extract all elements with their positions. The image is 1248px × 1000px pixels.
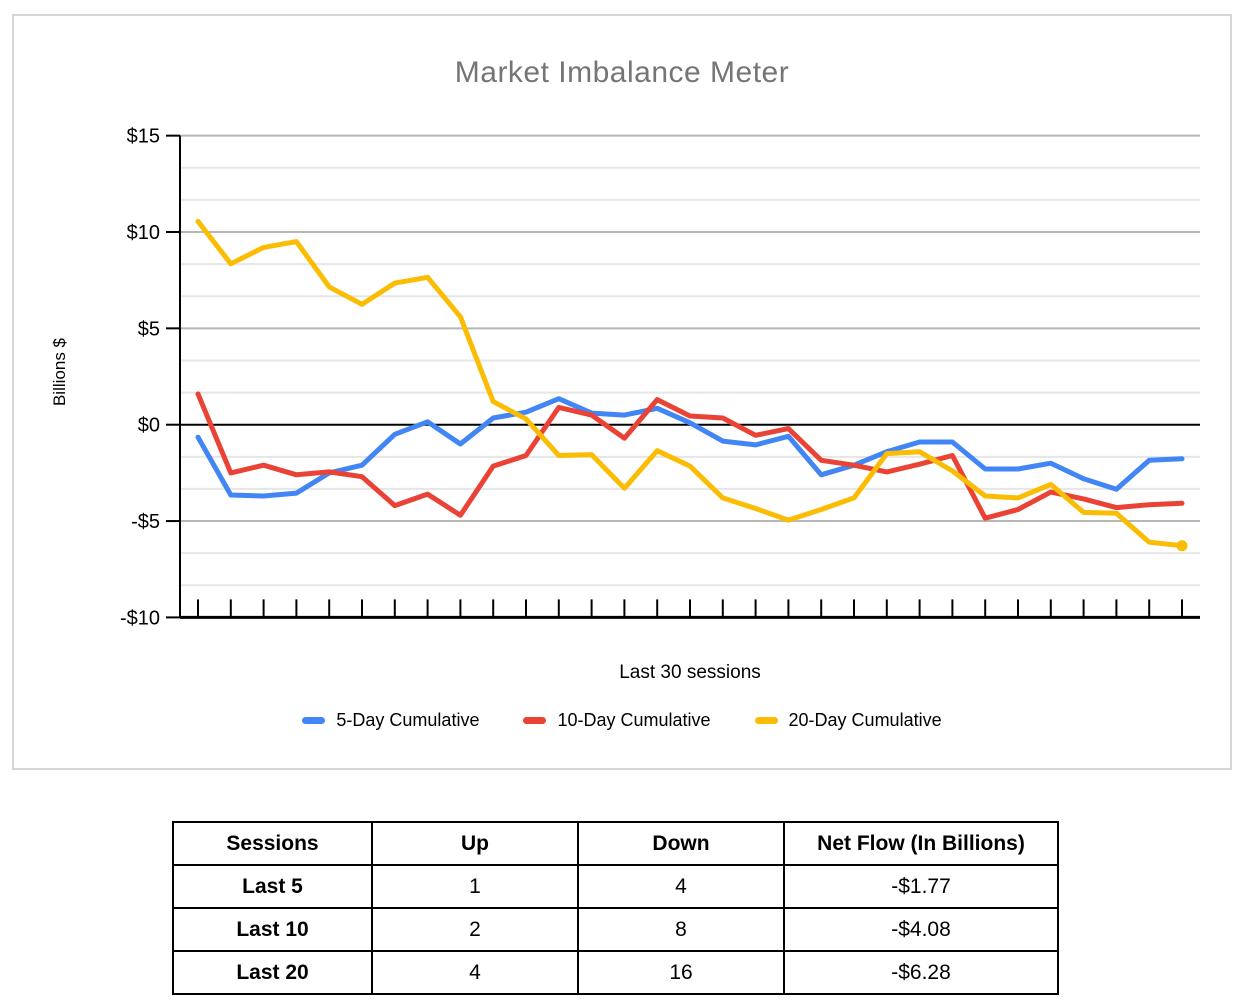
table-cell: -$4.08 — [783, 907, 1059, 952]
table-cell: 16 — [577, 950, 785, 995]
y-tick-label: -$5 — [131, 511, 160, 533]
y-tick-label: $0 — [138, 415, 160, 437]
table-cell: 4 — [371, 950, 579, 995]
legend-label: 5-Day Cumulative — [336, 710, 480, 730]
y-tick-label: $10 — [127, 222, 160, 244]
line-chart-plot-area: $15 $10 $5 $0 -$5 -$10 — [120, 126, 1200, 629]
chart-title: Market Imbalance Meter — [454, 56, 790, 89]
table-cell: 2 — [371, 907, 579, 952]
legend-item: 5-Day Cumulative — [302, 710, 479, 731]
table-cell: 1 — [371, 864, 579, 909]
table-cell: 8 — [577, 907, 785, 952]
table-header-cell: Sessions — [172, 821, 373, 866]
table-cell: -$1.77 — [783, 864, 1059, 909]
table-cell: 4 — [577, 864, 785, 909]
legend-swatch-icon — [523, 717, 547, 724]
y-axis-title: Billions $ — [50, 337, 69, 407]
legend-swatch-icon — [754, 717, 778, 724]
chart-card: Market Imbalance Meter $15 $10 $5 $0 -$5 -$10… — [12, 14, 1232, 770]
table-row: Last 5 1 4 -$1.77 — [172, 864, 1059, 909]
legend-label: 10-Day Cumulative — [557, 710, 711, 730]
table-row-label: Last 5 — [172, 864, 373, 909]
summary-table-body: Last 5 1 4 -$1.77 Last 10 2 8 -$4.08 Last 20 4 16-… — [172, 864, 1059, 995]
series-end-marker — [1176, 540, 1188, 552]
table-header-cell: Up — [371, 821, 579, 866]
summary-table: Sessions Up Down Net Flow (In Billions) Las… — [172, 821, 1059, 995]
x-axis-title: Last 30 sessions — [619, 662, 761, 683]
y-tick-label: $15 — [127, 126, 160, 148]
legend-label: 20-Day Cumulative — [788, 710, 942, 730]
table-cell: -$6.28 — [783, 950, 1059, 995]
y-tick-label: -$10 — [120, 607, 160, 629]
table-header-row: Sessions Up Down Net Flow (In Billions) — [172, 821, 1059, 866]
table-row-label: Last 20 — [172, 950, 373, 995]
legend-swatch-icon — [302, 717, 326, 724]
table-header-cell: Down — [577, 821, 785, 866]
series-line-5-day-cumulative — [195, 396, 1185, 499]
chart-legend: 5-Day Cumulative 10-Day Cumulative 20-Day … — [14, 710, 1230, 731]
y-tick-label: $5 — [138, 318, 160, 340]
series-line-10-day-cumulative — [195, 391, 1185, 521]
table-header-cell: Net Flow (In Billions) — [783, 821, 1059, 866]
legend-item: 20-Day Cumulative — [754, 710, 942, 731]
table-row-label: Last 10 — [172, 907, 373, 952]
series-line-20-day-cumulative — [195, 218, 1185, 549]
summary-table-header: Sessions Up Down Net Flow (In Billions) — [172, 821, 1059, 866]
table-row: Last 20 4 16 -$6.28 — [172, 950, 1059, 995]
legend-item: 10-Day Cumulative — [523, 710, 711, 731]
table-row: Last 10 2 8 -$4.08 — [172, 907, 1059, 952]
